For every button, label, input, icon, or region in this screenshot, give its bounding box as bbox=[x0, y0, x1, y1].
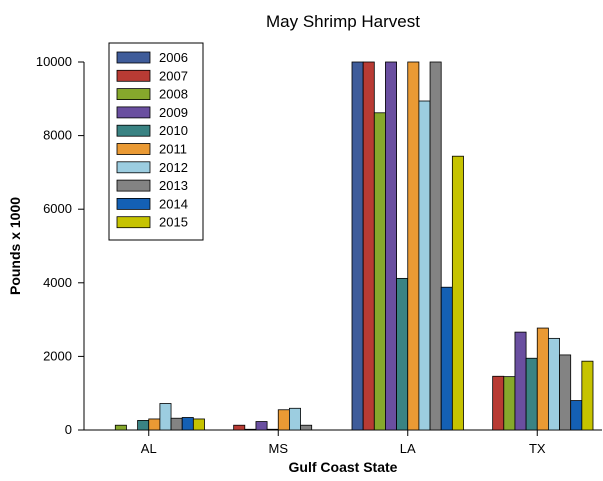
legend-label-2007: 2007 bbox=[159, 68, 188, 83]
y-tick-label: 0 bbox=[65, 422, 72, 437]
legend-swatch-2006 bbox=[116, 51, 151, 64]
legend-label-2008: 2008 bbox=[159, 87, 188, 102]
x-axis-label: Gulf Coast State bbox=[289, 459, 398, 475]
x-tick-label: TX bbox=[529, 441, 546, 456]
y-tick-label: 8000 bbox=[43, 128, 72, 143]
bar-group bbox=[114, 61, 594, 431]
bar-MS-2009 bbox=[255, 421, 268, 431]
bar-MS-2010 bbox=[266, 428, 279, 431]
bar-MS-2008 bbox=[244, 428, 257, 431]
bar-AL-2013 bbox=[170, 417, 183, 431]
y-tick-label: 4000 bbox=[43, 275, 72, 290]
legend-swatch-2008 bbox=[116, 88, 151, 100]
legend-label-2011: 2011 bbox=[159, 142, 187, 157]
bar-TX-2010 bbox=[525, 357, 538, 431]
bar-AL-2015 bbox=[192, 418, 205, 431]
x-tick-label: MS bbox=[269, 441, 289, 456]
bar-MS-2011 bbox=[277, 409, 290, 431]
bar-AL-2011 bbox=[148, 418, 161, 431]
y-tick-label: 6000 bbox=[43, 201, 72, 216]
bar-TX-2008 bbox=[503, 376, 516, 431]
legend: 2006 2007 2008 2009 2010 2011 2012 2013 2014 2015 bbox=[108, 42, 204, 241]
bar-LA-2013 bbox=[429, 61, 442, 431]
bar-MS-2012 bbox=[288, 407, 301, 431]
bar-LA-2014 bbox=[440, 286, 453, 431]
bar-MS-2007 bbox=[233, 424, 246, 431]
legend-swatch-2007 bbox=[116, 69, 151, 82]
legend-swatch-2011 bbox=[116, 143, 151, 155]
bar-AL-2012 bbox=[159, 403, 172, 431]
x-axis: AL MS LA TX bbox=[84, 429, 602, 456]
legend-swatch-2009 bbox=[116, 106, 151, 119]
y-axis-label: Pounds x 1000 bbox=[7, 197, 23, 295]
legend-label-2006: 2006 bbox=[159, 50, 188, 65]
x-tick-label: AL bbox=[141, 441, 157, 456]
bar-TX-2007 bbox=[492, 375, 505, 431]
bar-LA-2012 bbox=[418, 100, 431, 431]
legend-swatch-2010 bbox=[116, 124, 151, 137]
legend-label-2013: 2013 bbox=[159, 178, 188, 193]
legend-swatch-2013 bbox=[116, 179, 151, 192]
y-tick-label: 10000 bbox=[36, 54, 72, 69]
legend-label-2010: 2010 bbox=[159, 123, 188, 138]
legend-swatch-2012 bbox=[116, 161, 151, 174]
y-axis: 0 2000 4000 6000 8000 10000 bbox=[36, 54, 85, 437]
bar-LA-2007 bbox=[362, 61, 375, 431]
bar-TX-2009 bbox=[514, 331, 527, 431]
bar-TX-2014 bbox=[570, 400, 583, 431]
legend-label-2009: 2009 bbox=[159, 105, 188, 120]
bar-TX-2011 bbox=[536, 327, 549, 431]
bar-LA-2015 bbox=[451, 155, 464, 431]
bar-LA-2009 bbox=[385, 61, 398, 431]
bar-LA-2011 bbox=[407, 61, 420, 431]
legend-swatch-2015 bbox=[116, 216, 151, 229]
legend-label-2014: 2014 bbox=[159, 196, 188, 211]
bar-TX-2013 bbox=[559, 354, 572, 431]
bar-MS-2013 bbox=[300, 424, 313, 431]
bar-LA-2008 bbox=[373, 112, 386, 431]
legend-swatch-2014 bbox=[116, 197, 151, 210]
bar-LA-2010 bbox=[396, 277, 409, 431]
bar-TX-2015 bbox=[581, 360, 594, 431]
bar-AL-2014 bbox=[181, 417, 194, 431]
y-tick-label: 2000 bbox=[43, 348, 72, 363]
bar-LA-2006 bbox=[351, 61, 364, 431]
legend-label-2012: 2012 bbox=[159, 160, 188, 175]
legend-label-2015: 2015 bbox=[159, 215, 188, 230]
bar-AL-2008 bbox=[114, 424, 127, 431]
bar-TX-2012 bbox=[548, 337, 560, 431]
chart-title: May Shrimp Harvest bbox=[266, 12, 420, 31]
bar-AL-2010 bbox=[137, 420, 150, 431]
x-tick-label: LA bbox=[400, 441, 416, 456]
